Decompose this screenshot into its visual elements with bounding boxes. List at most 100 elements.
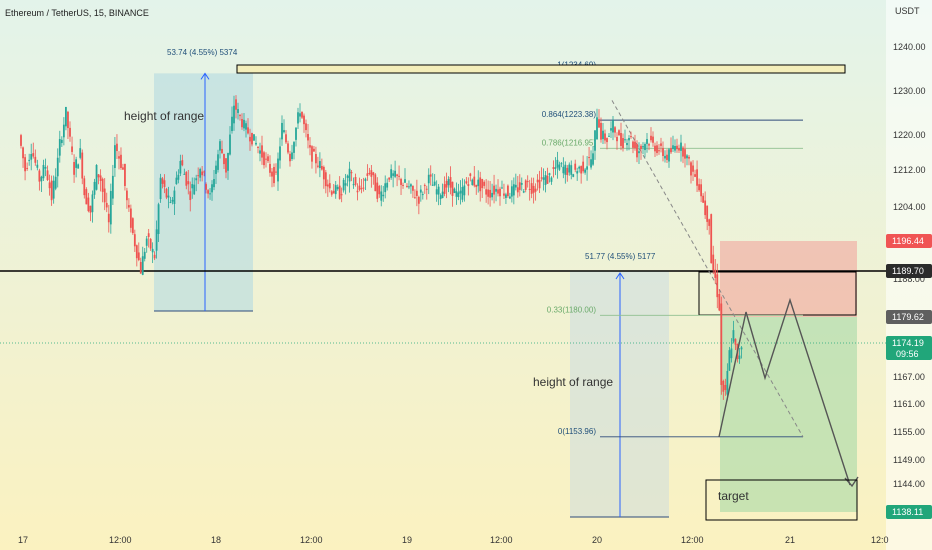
candle-body [592, 153, 594, 165]
candle-body [732, 330, 735, 342]
candle-body [191, 184, 194, 189]
candle-body [344, 183, 347, 186]
target-box[interactable] [705, 479, 858, 521]
candle-body [536, 179, 539, 183]
candle-body [473, 176, 476, 186]
candle-body [299, 113, 301, 117]
candle-body [239, 115, 241, 117]
price-tag-time: 09:56 [896, 349, 919, 359]
candle-body [376, 182, 379, 199]
candle-body [211, 184, 213, 193]
height-of-range-label-1: height of range [124, 109, 204, 123]
candle-body [556, 159, 559, 168]
candle-body [415, 190, 418, 197]
candle-body [684, 149, 686, 159]
candle-body [439, 195, 442, 200]
candle-body [540, 177, 543, 179]
candle-body [626, 142, 628, 146]
fib-level-label: 0.864(1223.38) [542, 110, 597, 119]
candle-body [317, 165, 319, 167]
candle-body [600, 122, 602, 140]
candle-body [151, 248, 154, 253]
candle-body [674, 145, 676, 151]
candle-body [704, 200, 707, 216]
candle-body [245, 123, 247, 130]
y-tick-label: 1230.00 [893, 86, 926, 96]
candle-body [109, 190, 112, 225]
candle-body [97, 174, 100, 178]
candle-body [163, 180, 166, 187]
candle-body [322, 166, 325, 180]
candle-body [77, 164, 80, 169]
candle-body [429, 174, 432, 177]
candle-body [512, 184, 515, 196]
resistance-box[interactable] [236, 64, 846, 74]
candle-body [497, 189, 499, 194]
candle-body [291, 152, 293, 159]
candle-body [309, 145, 311, 148]
candle-body [36, 164, 39, 168]
take-profit-zone[interactable] [720, 317, 857, 512]
candle-body [46, 170, 49, 180]
candle-body [544, 175, 547, 186]
candle-body [558, 164, 561, 170]
candle-body [237, 109, 239, 113]
candle-body [241, 118, 243, 128]
price-tag [886, 336, 932, 360]
candle-body [710, 214, 713, 264]
projection-path[interactable] [718, 297, 851, 486]
candle-body [586, 166, 588, 170]
candle-body [392, 173, 395, 176]
candle-body [546, 175, 549, 184]
price-tag-label: 1196.44 [892, 236, 924, 246]
candle-body [187, 181, 190, 185]
candle-body [610, 128, 612, 131]
candle-body [578, 166, 581, 169]
candle-body [698, 184, 700, 191]
candle-body [105, 202, 108, 208]
candle-body [485, 189, 488, 195]
candle-body [457, 192, 460, 198]
candle-body [137, 252, 140, 261]
candle-body [225, 158, 227, 173]
candle-body [269, 163, 271, 173]
x-tick-label: 12:00 [490, 535, 513, 545]
candle-body [672, 145, 674, 150]
candle-body [538, 179, 541, 189]
candle-body [273, 167, 275, 184]
candle-body [445, 180, 448, 188]
candle-body [215, 165, 217, 174]
candle-body [612, 120, 614, 133]
candle-body [22, 147, 24, 159]
trend-line [611, 100, 804, 438]
candle-body [307, 134, 309, 141]
candle-body [167, 195, 170, 198]
candle-body [622, 138, 624, 149]
candle-body [311, 146, 313, 162]
candle-body [60, 139, 63, 144]
candle-body [30, 154, 33, 160]
candle-body [169, 201, 172, 203]
candle-body [315, 153, 317, 164]
candle-body [201, 171, 204, 176]
candle-body [205, 184, 207, 190]
candle-body [175, 177, 178, 185]
y-tick-label: 1155.00 [893, 427, 925, 437]
candle-body [141, 256, 144, 275]
candle-body [386, 182, 389, 188]
price-tag [886, 234, 932, 248]
candle-body [451, 181, 454, 196]
candle-body [495, 188, 497, 192]
y-tick-label: 1167.00 [893, 372, 925, 382]
candle-body [297, 112, 299, 124]
candle-body [56, 157, 59, 177]
candle-body [614, 127, 616, 133]
candle-body [406, 185, 408, 187]
x-tick-label: 19 [402, 535, 412, 545]
candle-body [682, 147, 684, 157]
candle-body [491, 192, 493, 198]
candle-body [281, 122, 283, 140]
candle-body [441, 191, 444, 199]
